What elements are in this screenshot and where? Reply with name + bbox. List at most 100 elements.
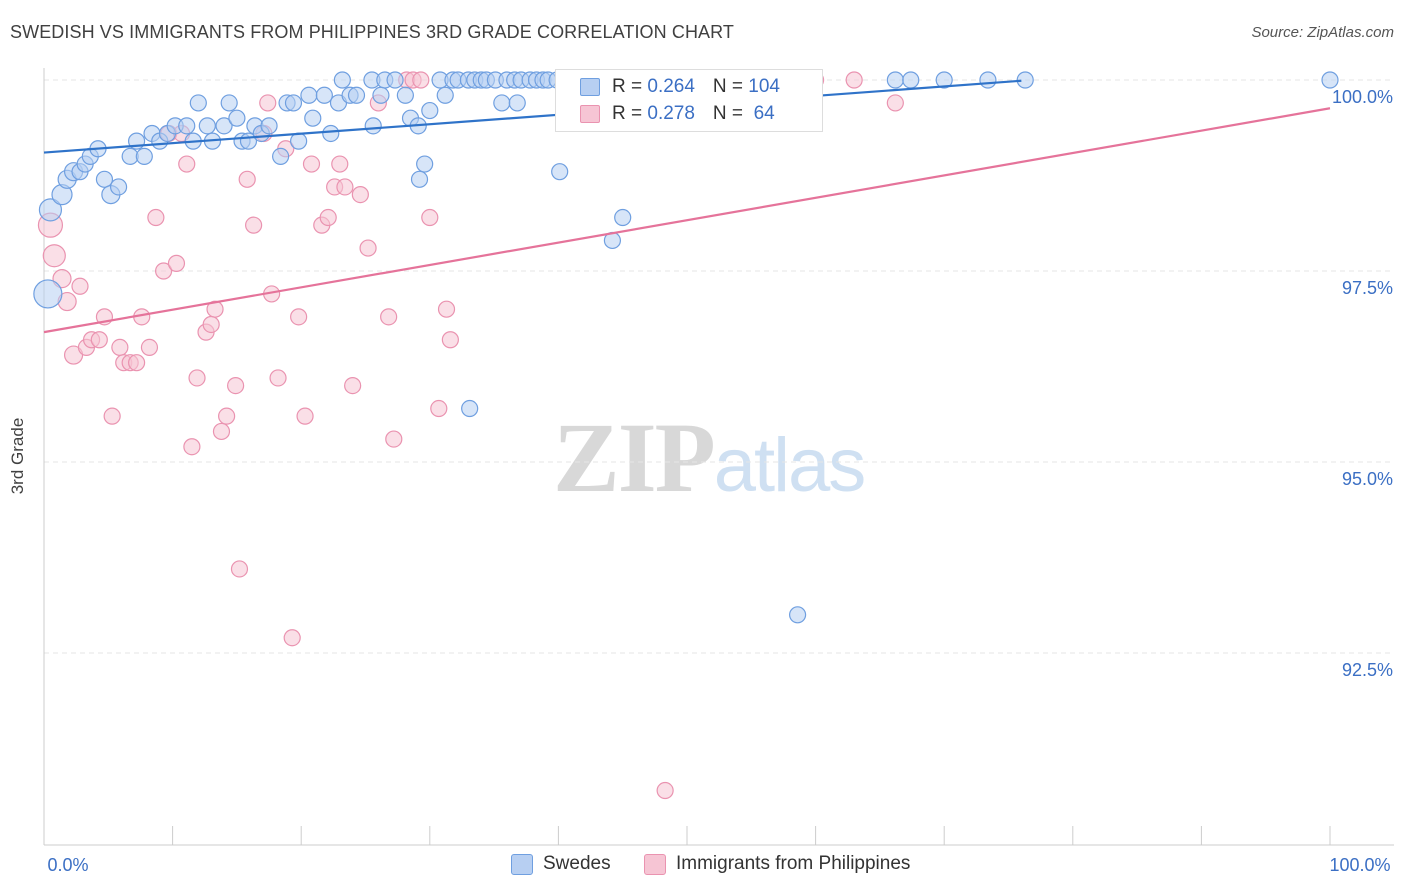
swedes-point	[215, 117, 233, 135]
philippines-point	[441, 331, 459, 349]
philippines-point	[351, 186, 369, 204]
swedes-point	[304, 109, 322, 127]
swedes-point	[315, 86, 333, 104]
swedes-point	[300, 86, 318, 104]
philippines-point	[269, 369, 287, 387]
philippines-point	[412, 71, 430, 89]
swedes-point	[33, 279, 63, 309]
philippines-point	[656, 781, 674, 800]
legend-swatch-swedes	[580, 78, 600, 96]
swedes-point	[198, 117, 216, 135]
swedes-point	[551, 163, 569, 181]
y-tick-label: 100.0%	[1332, 87, 1393, 107]
swedes-point	[886, 71, 904, 89]
swedes-points	[33, 71, 1339, 624]
swedes-point	[614, 208, 632, 227]
axis-ticks	[43, 826, 1331, 845]
swedes-point	[95, 170, 114, 188]
philippines-point	[336, 178, 354, 196]
philippines-point	[202, 315, 220, 334]
swedes-point	[333, 71, 351, 89]
philippines-point	[183, 438, 201, 456]
legend-label-philippines: Immigrants from Philippines	[676, 853, 911, 874]
philippines-point	[344, 377, 362, 395]
swedes-point	[979, 71, 997, 89]
philippines-point	[430, 399, 448, 418]
legend-label-swedes: Swedes	[543, 853, 611, 874]
swedes-point	[135, 147, 153, 165]
philippines-point	[259, 94, 277, 112]
trend-line-swedes	[43, 79, 1022, 154]
philippines-point	[290, 308, 308, 326]
swedes-point	[322, 124, 340, 143]
series-legend: Swedes Immigrants from Philippines	[0, 852, 1406, 878]
swedes-point	[902, 71, 920, 89]
philippines-points	[37, 71, 904, 800]
zipatlas-watermark: ZIPatlas	[553, 402, 866, 513]
swedes-point	[364, 117, 382, 135]
philippines-point	[154, 262, 173, 280]
y-tick-label: 95.0%	[1342, 469, 1393, 489]
philippines-point	[111, 338, 129, 356]
swedes-point	[493, 94, 511, 112]
philippines-point	[886, 94, 904, 112]
philippines-point	[167, 254, 186, 272]
swedes-point	[416, 155, 434, 173]
philippines-point	[238, 170, 256, 188]
swedes-point	[386, 71, 404, 89]
philippines-point	[206, 300, 224, 318]
swedes-point	[290, 132, 308, 150]
philippines-point	[71, 277, 89, 295]
swedes-point	[436, 86, 454, 104]
swedes-point	[347, 86, 366, 104]
swedes-point	[220, 94, 238, 112]
philippines-point	[845, 71, 863, 89]
philippines-point	[103, 407, 121, 425]
y-tick-label: 97.5%	[1342, 278, 1393, 298]
philippines-point	[218, 407, 236, 425]
philippines-point	[188, 369, 206, 387]
trend-lines	[43, 79, 1331, 334]
swedes-point	[260, 117, 278, 135]
x-tick-label-min: 0.0%	[47, 855, 88, 875]
philippines-point	[421, 208, 439, 227]
philippines-point	[90, 331, 108, 349]
swedes-point	[38, 198, 63, 222]
swedes-point	[396, 86, 414, 104]
swedes-point	[421, 101, 439, 120]
swedes-point	[372, 86, 390, 104]
y-axis-label: 3rd Grade	[8, 417, 27, 495]
philippines-point	[302, 155, 321, 173]
swedes-point	[178, 117, 196, 135]
philippines-point	[283, 629, 301, 647]
philippines-point	[178, 155, 196, 173]
philippines-point	[331, 155, 349, 173]
stats-legend: R = 0.264 N = 104 R = 0.278 N = 64	[555, 69, 823, 132]
philippines-point	[42, 244, 66, 268]
chart-source: Source: ZipAtlas.com	[1251, 24, 1394, 41]
legend-swatch-swedes-bottom	[511, 854, 533, 875]
swedes-point	[189, 94, 207, 112]
philippines-point	[227, 377, 245, 395]
axes	[43, 68, 1394, 846]
philippines-point	[296, 407, 314, 425]
swedes-point	[788, 606, 807, 624]
philippines-point	[380, 308, 398, 326]
philippines-point	[359, 239, 377, 257]
philippines-point	[319, 208, 337, 227]
philippines-point	[437, 300, 456, 318]
philippines-point	[245, 216, 263, 234]
x-tick-label-max: 100.0%	[1329, 855, 1390, 875]
swedes-point	[935, 71, 953, 89]
swedes-point	[284, 94, 303, 112]
trend-line-philippines	[43, 107, 1331, 334]
swedes-point	[410, 170, 429, 188]
legend-text-philippines: R = 0.278 N = 64	[612, 103, 775, 124]
philippines-point	[230, 560, 249, 578]
philippines-point	[140, 338, 159, 356]
legend-swatch-philippines	[580, 105, 600, 123]
legend-text-swedes: R = 0.264 N = 104	[612, 76, 780, 97]
y-tick-label: 92.5%	[1342, 660, 1393, 680]
legend-swatch-philippines-bottom	[644, 854, 666, 875]
